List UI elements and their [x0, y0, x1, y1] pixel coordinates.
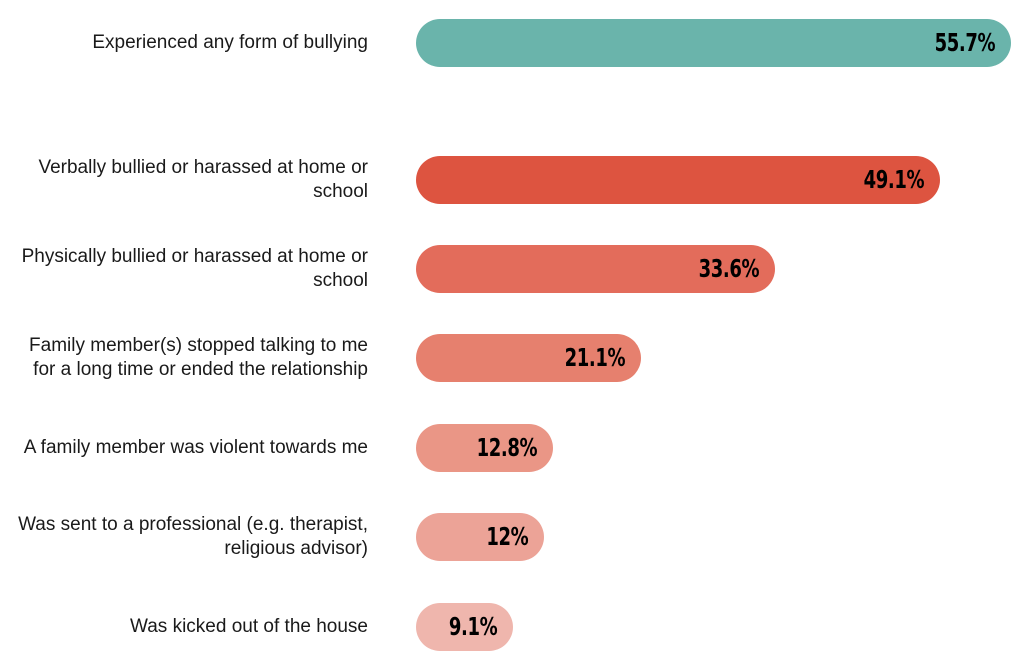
bar — [416, 513, 545, 561]
category-label: Verbally bullied or harassed at home or … — [38, 157, 368, 202]
value-label: 33.6% — [698, 254, 759, 283]
value-label: 49.1% — [863, 165, 925, 194]
bar — [416, 603, 514, 651]
value-label: 55.7% — [934, 28, 995, 57]
category-label: Physically bullied or harassed at home o… — [21, 246, 368, 291]
bar — [416, 245, 775, 293]
category-label: Experienced any form of bullying — [92, 32, 368, 53]
category-label: Was sent to a professional (e.g. therapi… — [18, 514, 368, 559]
category-label: A family member was violent towards me — [23, 437, 368, 458]
bar — [416, 19, 1011, 67]
value-label: 12% — [486, 522, 529, 551]
bar — [416, 424, 553, 472]
value-label: 9.1% — [448, 612, 498, 641]
bar — [416, 156, 941, 204]
value-label: 12.8% — [476, 433, 537, 462]
category-label: Was kicked out of the house — [130, 616, 368, 637]
category-label: Family member(s) stopped talking to me f… — [29, 335, 368, 380]
bar — [416, 334, 642, 382]
value-label: 21.1% — [564, 343, 626, 372]
